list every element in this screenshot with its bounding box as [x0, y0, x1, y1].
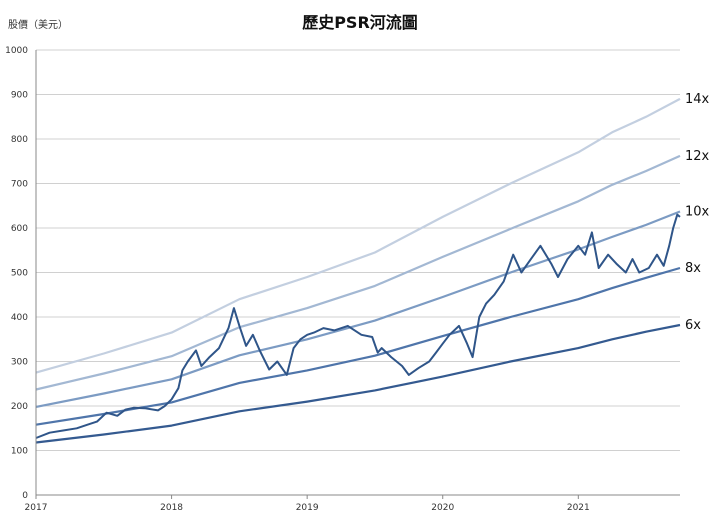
band-labels: 14x 12x 10x 8x 6x — [685, 92, 710, 333]
x-tick-label: 2020 — [431, 503, 454, 513]
y-tick-label: 800 — [11, 135, 28, 145]
x-tick-label: 2021 — [567, 503, 590, 513]
band-line-14x — [35, 97, 681, 374]
band-line-12x — [35, 154, 681, 391]
x-tick-label: 2018 — [160, 503, 183, 513]
y-tick-label: 700 — [11, 180, 28, 190]
y-axis-label: 股價（美元） — [8, 18, 68, 31]
price-line — [35, 213, 681, 439]
price-series — [35, 213, 681, 439]
y-tick-label: 500 — [11, 269, 28, 279]
psr-bands — [35, 97, 681, 444]
y-tick-label: 1000 — [5, 46, 28, 56]
y-tick-label: 200 — [11, 402, 28, 412]
band-label-8x: 8x — [685, 261, 701, 276]
y-tick-label: 600 — [11, 224, 28, 234]
band-line-10x — [35, 210, 681, 408]
band-line-6x — [35, 323, 681, 444]
band-label-14x: 14x — [685, 92, 710, 107]
chart-title: 歷史PSR河流圖 — [302, 13, 418, 32]
x-tick-label: 2017 — [25, 503, 48, 513]
band-label-12x: 12x — [685, 149, 710, 164]
y-tick-label: 400 — [11, 313, 28, 323]
gridlines — [36, 49, 680, 496]
band-label-6x: 6x — [685, 318, 701, 333]
band-label-10x: 10x — [685, 205, 710, 220]
y-tick-label: 0 — [22, 491, 28, 501]
band-line-8x — [35, 266, 681, 426]
y-tick-label: 900 — [11, 91, 28, 101]
y-tick-label: 100 — [11, 447, 28, 457]
axes: 0 100 200 300 400 500 600 700 800 900 1000 2017 2018… — [5, 46, 680, 513]
y-tick-label: 300 — [11, 358, 28, 368]
x-tick-label: 2019 — [296, 503, 319, 513]
